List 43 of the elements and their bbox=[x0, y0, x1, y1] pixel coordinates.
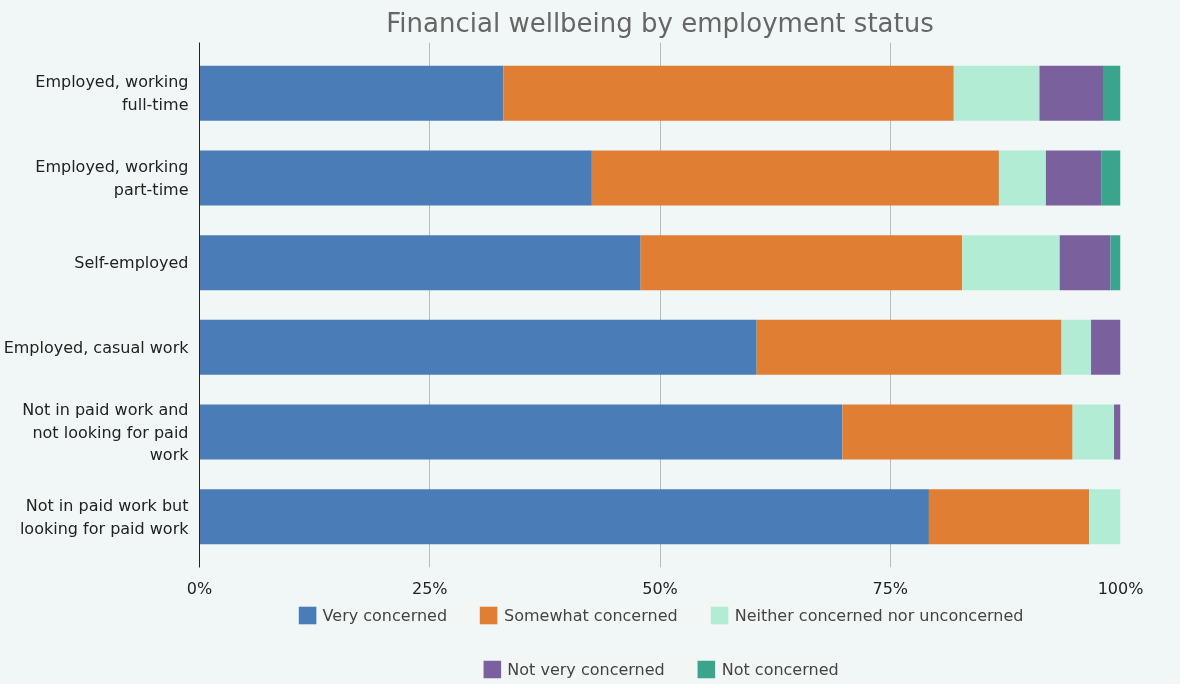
x-tick-label: 100% bbox=[1097, 578, 1144, 598]
bar bbox=[199, 150, 592, 206]
bar bbox=[199, 404, 843, 460]
bar bbox=[1089, 489, 1121, 545]
x-tick-label: 50% bbox=[642, 578, 678, 598]
bar bbox=[756, 319, 1062, 375]
bar bbox=[962, 235, 1060, 291]
bar bbox=[591, 150, 999, 206]
y-tick-label: Not in paid work but looking for paid work bbox=[19, 495, 190, 538]
bar bbox=[199, 235, 641, 291]
bar bbox=[842, 404, 1073, 460]
y-tick-label: Employed, working part-time bbox=[35, 157, 189, 199]
bar bbox=[1039, 65, 1103, 121]
bar bbox=[1091, 319, 1121, 375]
bar bbox=[199, 319, 757, 375]
bar bbox=[199, 65, 504, 121]
bar bbox=[1059, 235, 1111, 291]
x-tick-label: 25% bbox=[411, 578, 448, 598]
bar bbox=[1114, 404, 1121, 460]
bar bbox=[503, 65, 954, 121]
bar bbox=[640, 235, 963, 291]
y-tick-label: Employed, casual work bbox=[3, 337, 190, 357]
legend-label: Not concerned bbox=[721, 659, 839, 679]
bar bbox=[1103, 65, 1121, 121]
bar bbox=[928, 489, 1090, 545]
y-tick-label: Not in paid work and not looking for paid work bbox=[22, 399, 190, 465]
bar bbox=[1072, 404, 1115, 460]
bar bbox=[1110, 235, 1121, 291]
y-tick-label: Employed, working full-time bbox=[35, 72, 189, 115]
bar bbox=[953, 65, 1040, 121]
x-tick-label: 75% bbox=[872, 578, 909, 598]
bar bbox=[1061, 319, 1092, 375]
legend-label: Not very concerned bbox=[507, 659, 665, 679]
legend-label: Somewhat concerned bbox=[504, 605, 678, 625]
bar bbox=[1045, 150, 1102, 206]
x-tick-label: 0% bbox=[186, 578, 213, 598]
y-tick-label: Self-employed bbox=[74, 253, 189, 273]
chart-title: Financial wellbeing by employment status bbox=[386, 7, 934, 38]
bar bbox=[998, 150, 1046, 206]
legend-label: Neither concerned nor unconcerned bbox=[734, 605, 1024, 625]
bar bbox=[199, 489, 929, 545]
legend-label: Very concerned bbox=[322, 605, 448, 625]
bar bbox=[1101, 150, 1121, 206]
